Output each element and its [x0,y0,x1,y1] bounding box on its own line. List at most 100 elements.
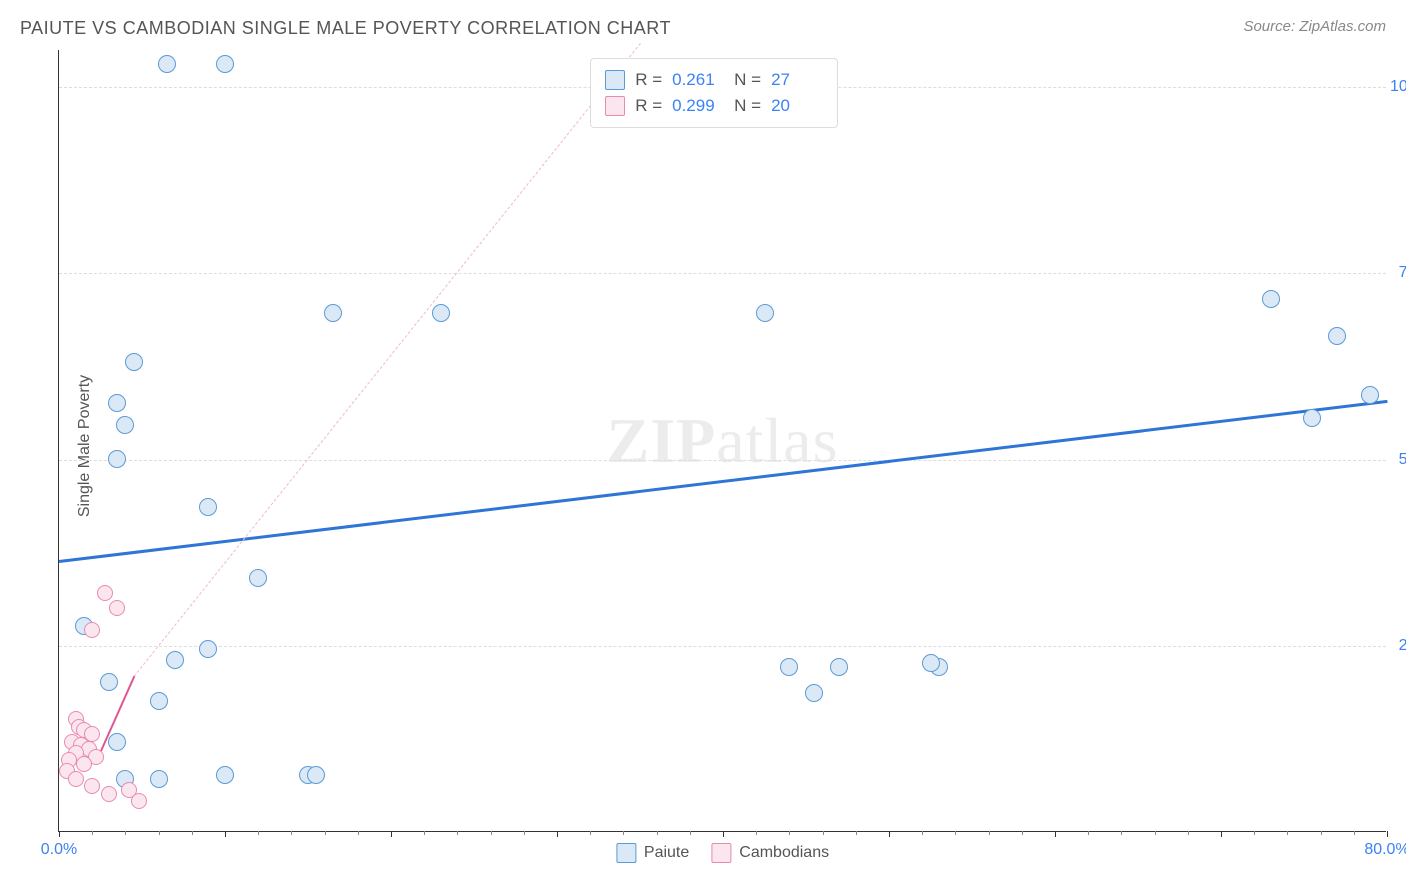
data-point [97,585,113,601]
data-point [76,756,92,772]
legend-r-value: 0.299 [672,96,724,116]
data-point [100,673,118,691]
y-tick-label: 50.0% [1390,451,1406,469]
correlation-legend: R = 0.261 N = 27 R = 0.299 N = 20 [590,58,838,128]
watermark: ZIPatlas [607,404,839,478]
data-point [805,684,823,702]
x-tick-minor [1022,831,1023,835]
source-label: Source: ZipAtlas.com [1243,18,1386,35]
x-tick-minor [524,831,525,835]
data-point [922,654,940,672]
x-tick-minor [192,831,193,835]
x-tick-label: 80.0% [1364,841,1406,859]
x-tick-minor [159,831,160,835]
plot-area: ZIPatlas 25.0%50.0%75.0%100.0%0.0%80.0%R… [58,50,1386,832]
x-tick-minor [291,831,292,835]
data-point [324,304,342,322]
x-tick-minor [1354,831,1355,835]
chart-container: PAIUTE VS CAMBODIAN SINGLE MALE POVERTY … [0,0,1406,892]
trend-line-extrapolated [133,43,640,677]
legend-n-value: 20 [771,96,823,116]
x-tick [1387,831,1388,837]
x-tick [225,831,226,837]
x-tick [723,831,724,837]
data-point [101,786,117,802]
x-tick [889,831,890,837]
x-tick-minor [92,831,93,835]
data-point [199,640,217,658]
trend-line [59,400,1387,563]
x-tick-minor [1254,831,1255,835]
x-tick-minor [789,831,790,835]
x-tick-minor [823,831,824,835]
x-tick-minor [955,831,956,835]
gridline [59,460,1386,461]
series-legend: Paiute Cambodians [616,843,829,863]
x-tick-minor [258,831,259,835]
x-tick-minor [590,831,591,835]
x-tick-minor [922,831,923,835]
data-point [68,771,84,787]
data-point [199,498,217,516]
data-point [780,658,798,676]
data-point [158,55,176,73]
data-point [150,770,168,788]
data-point [1303,409,1321,427]
x-tick-minor [1155,831,1156,835]
x-tick [391,831,392,837]
data-point [1262,290,1280,308]
x-tick-minor [690,831,691,835]
legend-n-label: N = [734,70,761,90]
data-point [249,569,267,587]
data-point [216,766,234,784]
data-point [108,450,126,468]
x-tick-minor [491,831,492,835]
data-point [108,733,126,751]
data-point [150,692,168,710]
x-tick-minor [125,831,126,835]
data-point [166,651,184,669]
x-tick-minor [1287,831,1288,835]
x-tick-minor [989,831,990,835]
x-tick-minor [358,831,359,835]
x-tick-minor [1188,831,1189,835]
x-tick-minor [424,831,425,835]
legend-item: Paiute [616,843,689,863]
x-tick-label: 0.0% [41,841,77,859]
legend-swatch [616,843,636,863]
legend-row: R = 0.261 N = 27 [605,67,823,93]
x-tick-minor [657,831,658,835]
legend-r-label: R = [635,96,662,116]
x-tick-minor [756,831,757,835]
y-tick-label: 75.0% [1390,264,1406,282]
data-point [109,600,125,616]
x-tick-minor [856,831,857,835]
gridline [59,646,1386,647]
x-tick-minor [623,831,624,835]
x-tick-minor [1121,831,1122,835]
data-point [116,416,134,434]
x-tick [59,831,60,837]
legend-swatch [711,843,731,863]
legend-r-label: R = [635,70,662,90]
data-point [108,394,126,412]
legend-label: Cambodians [739,844,829,862]
legend-row: R = 0.299 N = 20 [605,93,823,119]
legend-r-value: 0.261 [672,70,724,90]
x-tick-minor [325,831,326,835]
data-point [84,622,100,638]
x-tick-minor [1088,831,1089,835]
y-tick-label: 100.0% [1390,78,1406,96]
data-point [125,353,143,371]
chart-title: PAIUTE VS CAMBODIAN SINGLE MALE POVERTY … [20,18,671,39]
data-point [307,766,325,784]
legend-swatch [605,96,625,116]
legend-n-value: 27 [771,70,823,90]
data-point [216,55,234,73]
gridline [59,273,1386,274]
data-point [84,778,100,794]
data-point [131,793,147,809]
x-tick [557,831,558,837]
legend-n-label: N = [734,96,761,116]
x-tick [1055,831,1056,837]
